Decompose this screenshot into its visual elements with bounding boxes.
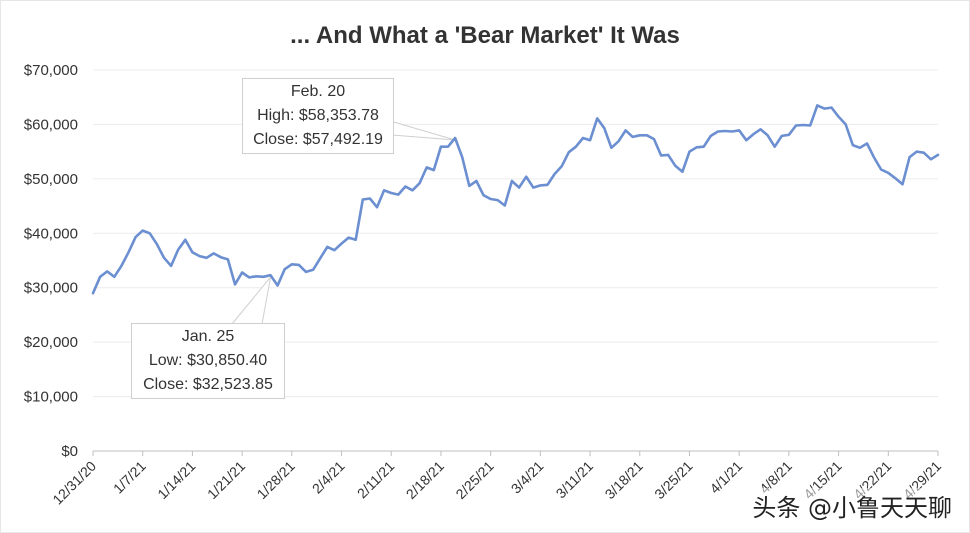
x-tick-label: 3/18/21 [602,458,646,502]
series-layer [91,104,940,295]
x-tick-label: 1/28/21 [254,458,298,502]
annotation-line: Jan. 25 [181,328,235,345]
y-tick-label: $20,000 [24,334,78,351]
annotation-feb20-high: Feb. 20 High: $58,353.78 Close: $57,492.… [242,78,394,154]
x-tick-label: 12/31/20 [49,458,99,508]
series-line [91,104,940,295]
y-tick-label: $60,000 [24,116,78,133]
annotation-line: High: $58,353.78 [257,107,379,124]
y-tick-label: $10,000 [24,389,78,406]
x-tick-label: 2/25/21 [452,458,496,502]
x-tick-label: 1/7/21 [110,458,149,497]
annotation-line: Close: $32,523.85 [143,376,273,393]
x-tick-label: 3/25/21 [651,458,695,502]
y-axis: $0 $10,000 $20,000 $30,000 $40,000 $50,000 $60… [24,62,78,460]
y-tick-label: $40,000 [24,225,78,242]
annotation-line: Feb. 20 [290,83,346,100]
y-tick-label: $30,000 [24,280,78,297]
x-tick-label: 4/1/21 [706,458,745,497]
x-tick-label: 1/14/21 [154,458,198,502]
x-tick-label: 3/4/21 [508,458,547,497]
y-tick-label: $50,000 [24,171,78,188]
x-tick-label: 1/21/21 [204,458,248,502]
annotation-jan25-low: Jan. 25 Low: $30,850.40 Close: $32,523.8… [131,323,285,399]
watermark: 头条 @小鲁天天聊 [752,488,952,523]
y-tick-label: $0 [61,443,78,460]
chart-title: ... And What a 'Bear Market' It Was [290,22,680,49]
y-tick-label: $70,000 [24,62,78,79]
x-tick-label: 2/11/21 [354,458,398,502]
annotation-leader [231,275,272,325]
x-tick-label: 3/11/21 [553,458,597,502]
x-tick-label: 2/4/21 [309,458,348,497]
annotation-line: Low: $30,850.40 [148,352,268,369]
annotation-line: Close: $57,492.19 [253,131,383,148]
x-tick-label: 2/18/21 [403,458,447,502]
